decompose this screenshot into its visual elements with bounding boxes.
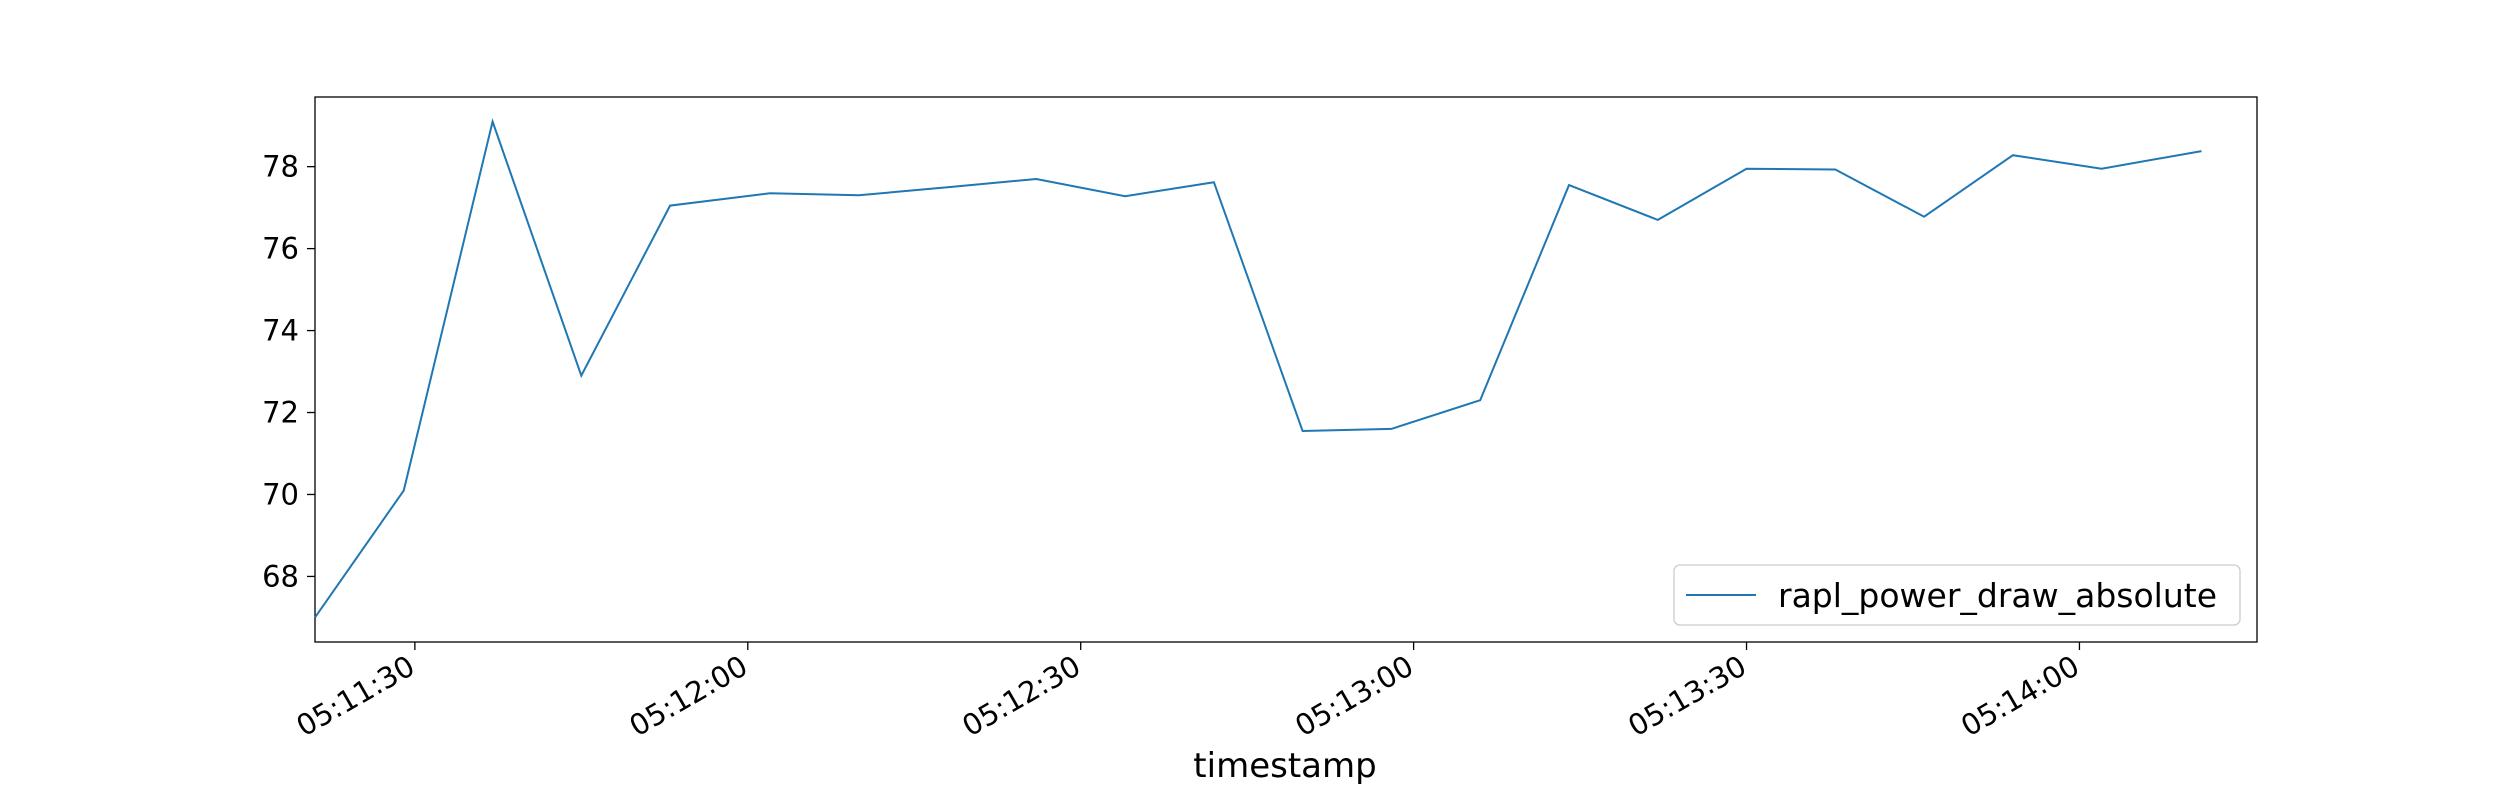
y-tick-label: 78: [262, 150, 299, 184]
x-tick-label: 05:13:30: [1622, 649, 1752, 744]
x-tick-label: 05:13:00: [1289, 649, 1419, 744]
y-tick-label: 74: [262, 314, 299, 348]
x-tick-label: 05:11:30: [291, 649, 421, 744]
y-axis: 68 70 72 74 76 78: [262, 150, 315, 593]
legend-label: rapl_power_draw_absolute: [1778, 576, 2217, 615]
y-tick-label: 72: [262, 396, 299, 430]
plot-frame: [314, 96, 2258, 643]
plot-area: [314, 96, 2258, 643]
series-line-rapl_power_draw_absolute: [314, 118, 2202, 618]
series-layer: [314, 118, 2202, 618]
x-tick-label: 05:12:30: [956, 649, 1086, 744]
y-tick-label: 76: [262, 232, 299, 266]
x-axis: 05:11:30 05:12:00 05:12:30 05:13:00 05:13:30…: [291, 642, 2085, 743]
y-tick-label: 68: [262, 559, 299, 593]
legend-box: [1673, 564, 2241, 626]
x-tick-label: 05:14:00: [1955, 649, 2085, 744]
x-tick-label: 05:12:00: [623, 649, 753, 744]
x-axis-title: timestamp: [1193, 746, 1376, 786]
y-tick-label: 70: [262, 477, 299, 511]
legend: rapl_power_draw_absolute: [1673, 564, 2241, 626]
